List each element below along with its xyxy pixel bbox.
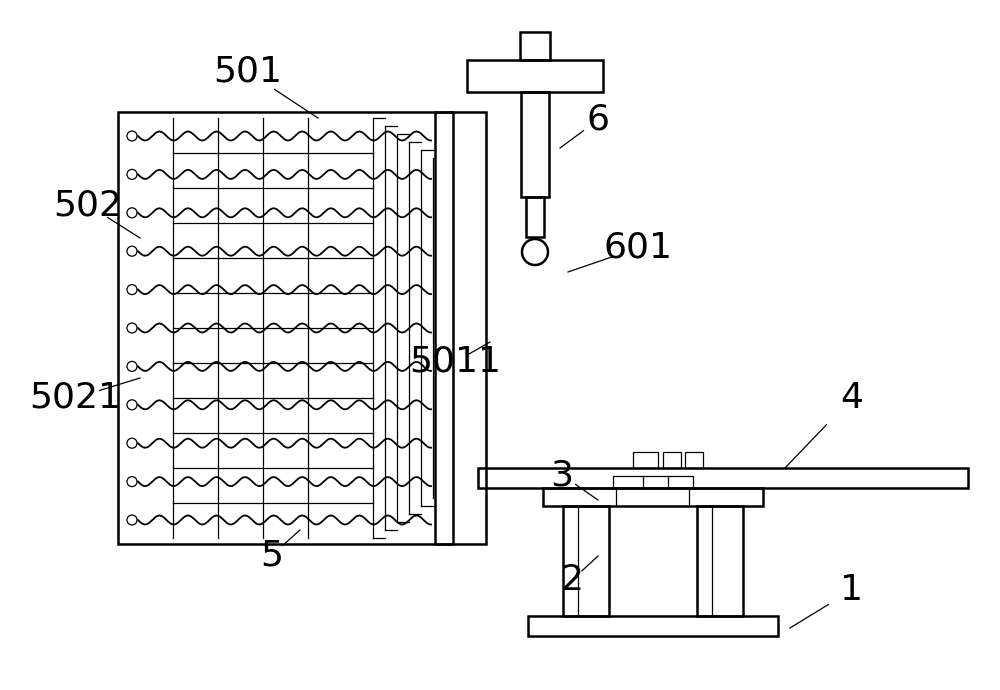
Text: 6: 6 <box>586 103 610 137</box>
Bar <box>521 92 549 197</box>
Bar <box>478 468 968 488</box>
Bar <box>520 32 550 60</box>
Text: 601: 601 <box>604 231 672 265</box>
Text: 1: 1 <box>840 573 864 607</box>
Text: 502: 502 <box>54 188 122 222</box>
Text: 2: 2 <box>560 563 584 597</box>
Bar <box>528 616 778 636</box>
Bar <box>435 112 453 544</box>
Bar <box>563 506 609 616</box>
Text: 5011: 5011 <box>409 345 501 379</box>
Bar <box>663 452 681 468</box>
Bar <box>613 476 693 488</box>
Bar <box>633 452 658 468</box>
Text: 5021: 5021 <box>29 381 121 415</box>
Bar <box>543 488 763 506</box>
Bar <box>526 197 544 237</box>
Text: 3: 3 <box>550 458 574 492</box>
Bar <box>118 112 486 544</box>
Bar <box>685 452 703 468</box>
Text: 4: 4 <box>840 381 864 415</box>
Text: 5: 5 <box>260 538 284 572</box>
Text: 501: 501 <box>214 55 283 89</box>
Bar <box>467 60 603 92</box>
Bar <box>697 506 743 616</box>
